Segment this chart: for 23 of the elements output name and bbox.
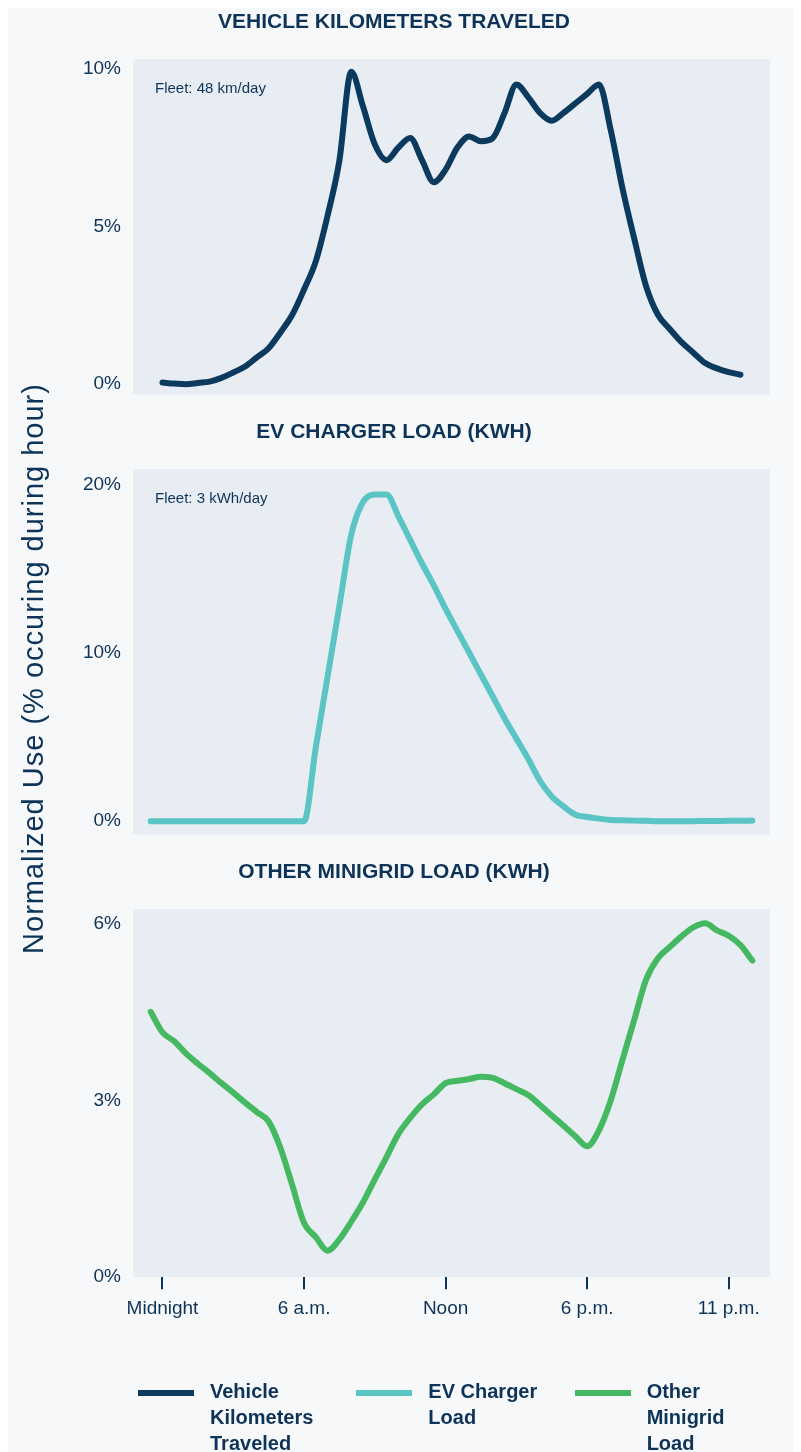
- x-tick-label: 6 a.m.: [277, 1296, 331, 1318]
- legend-label: EV Charger Load: [428, 1379, 539, 1430]
- y-tick-label: 0%: [93, 372, 122, 394]
- y-tick-label: 5%: [93, 214, 122, 236]
- legend-label: Other Minigrid Load: [646, 1379, 726, 1452]
- chart-title: EV CHARGER LOAD (KWH): [256, 419, 532, 443]
- chart-title: OTHER MINIGRID LOAD (KWH): [238, 859, 550, 883]
- annotation: Fleet: 3 kWh/day: [155, 489, 269, 507]
- y-axis-title: Normalized Use (% occuring during hour): [16, 382, 50, 954]
- chart-title: VEHICLE KILOMETERS TRAVELED: [218, 9, 570, 33]
- annotation: Fleet: 48 km/day: [155, 79, 267, 97]
- y-tick-label: 10%: [82, 56, 122, 78]
- x-tick-label: 6 p.m.: [560, 1296, 614, 1318]
- x-tick-label: 11 p.m.: [697, 1296, 760, 1318]
- y-tick-label: 6%: [93, 911, 122, 933]
- legend-label: Vehicle Kilometers Traveled: [210, 1379, 315, 1452]
- y-tick-label: 0%: [93, 809, 122, 831]
- y-tick-label: 10%: [82, 640, 122, 662]
- x-tick-label: Noon: [422, 1296, 469, 1318]
- y-tick-label: 3%: [93, 1088, 122, 1110]
- y-tick-label: 0%: [93, 1265, 122, 1287]
- y-tick-label: 20%: [82, 472, 122, 494]
- x-tick-label: Midnight: [126, 1296, 200, 1318]
